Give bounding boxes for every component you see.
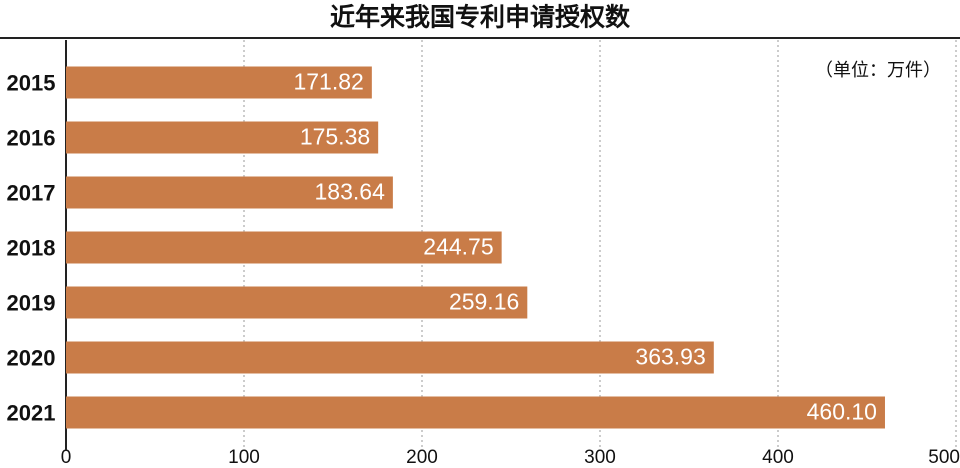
value-label: 183.64 (315, 179, 386, 205)
x-tick-label: 300 (584, 447, 616, 468)
x-tick-label: 200 (406, 447, 438, 468)
bar (66, 341, 714, 374)
chart-title: 近年来我国专利申请授权数 (330, 3, 631, 32)
bar (66, 176, 393, 209)
y-tick-label: 2021 (7, 400, 56, 425)
bar (66, 66, 372, 99)
value-label: 171.82 (293, 69, 363, 95)
x-tick-label: 100 (228, 447, 260, 468)
y-tick-label: 2015 (7, 70, 56, 95)
bar (66, 396, 885, 429)
value-label: 259.16 (449, 289, 519, 315)
value-label: 175.38 (300, 124, 370, 150)
value-label: 460.10 (807, 399, 877, 425)
value-label: 363.93 (635, 344, 705, 370)
y-tick-label: 2019 (7, 290, 56, 315)
value-label: 244.75 (423, 234, 493, 260)
y-tick-label: 2020 (7, 345, 56, 370)
bar (66, 286, 528, 319)
y-tick-label: 2016 (7, 125, 56, 150)
unit-note: （单位：万件） (815, 60, 941, 80)
x-tick-label: 0 (61, 447, 72, 468)
x-tick-label: 400 (762, 447, 794, 468)
bar (66, 231, 502, 264)
x-tick-label: 500 (928, 447, 960, 468)
y-tick-label: 2018 (7, 235, 56, 260)
bar (66, 121, 379, 154)
y-tick-label: 2017 (7, 180, 56, 205)
